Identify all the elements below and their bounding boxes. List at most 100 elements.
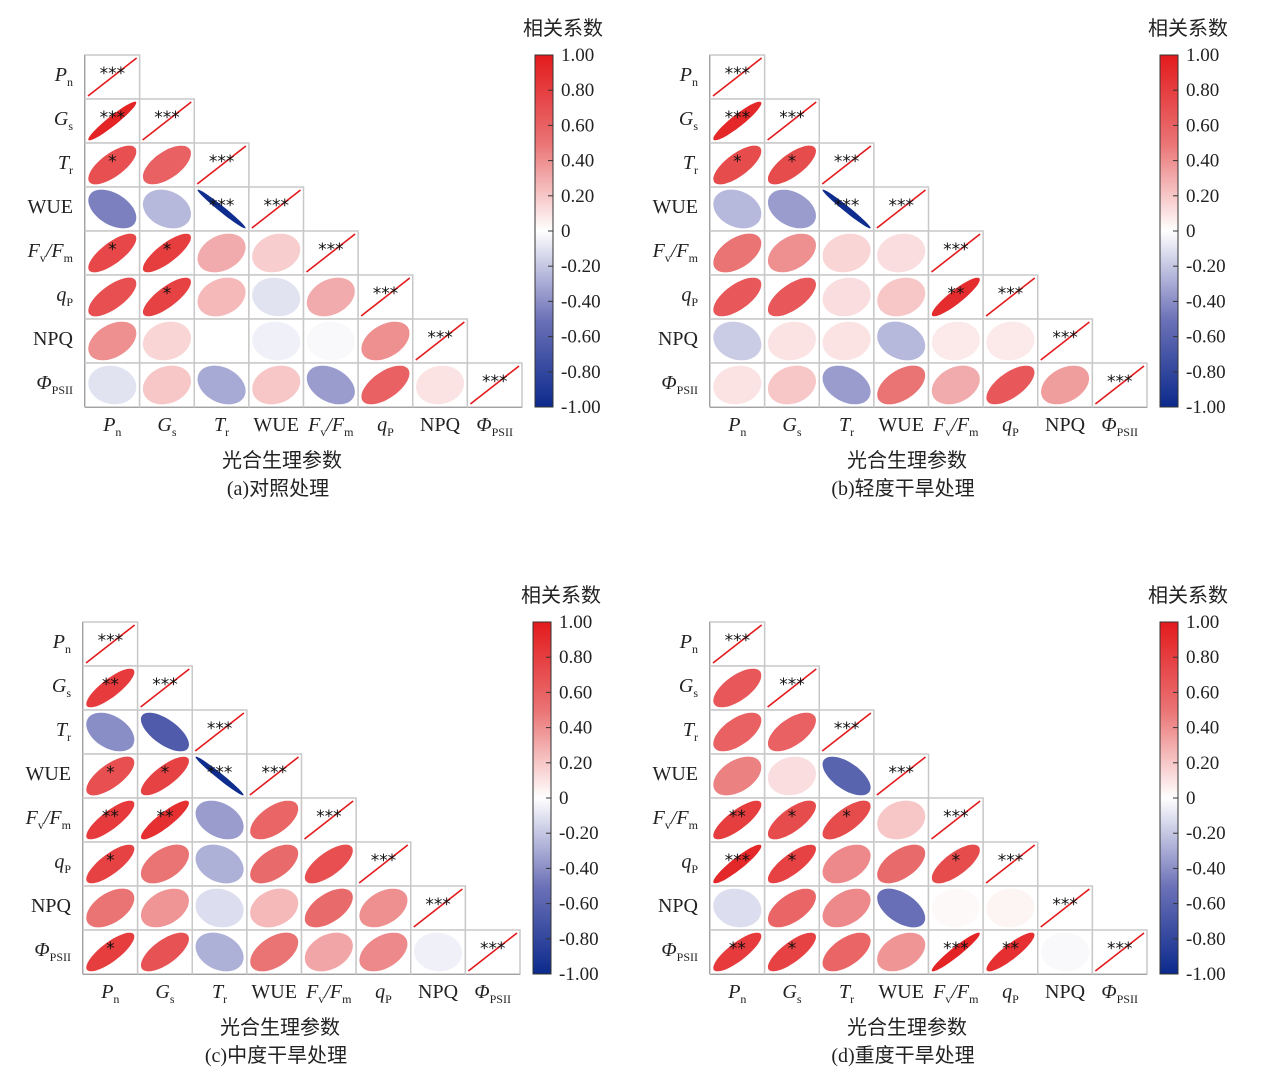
label-sub: n: [67, 75, 73, 89]
label-sub: v: [945, 425, 951, 439]
correlation-ellipse: [822, 277, 871, 317]
label-main: T: [839, 981, 852, 1003]
correlation-ellipse: [1041, 365, 1090, 405]
row-label: Tr: [58, 152, 73, 177]
correlation-ellipse: [822, 321, 871, 361]
colorbar-tick-label: -0.20: [561, 256, 601, 277]
diagonal-line: [142, 101, 192, 141]
label-sub: P: [691, 295, 698, 309]
column-label: Pn: [727, 981, 746, 1006]
correlation-ellipse: [88, 233, 137, 273]
significance-mark: *: [733, 152, 742, 172]
column-label: ΦPSII: [1101, 981, 1138, 1006]
diagonal-line: [196, 145, 247, 185]
diagonal-line: [249, 756, 299, 796]
colorbar-tick-label: -0.20: [559, 823, 599, 844]
diagonal-line: [767, 101, 817, 141]
correlation-ellipse: [86, 888, 135, 928]
x-axis-title: 光合生理参数: [220, 1016, 340, 1039]
label-main: WUE: [652, 763, 698, 785]
correlation-ellipse: [142, 321, 191, 361]
row-label: Tr: [683, 152, 698, 177]
column-label: Pn: [102, 414, 121, 439]
significance-mark: ***: [1052, 895, 1078, 915]
column-label: ΦPSII: [476, 414, 513, 439]
x-axis-title: 光合生理参数: [847, 449, 967, 472]
label-sub: m: [689, 251, 699, 265]
correlation-ellipse: [361, 365, 410, 405]
column-label: NPQ: [418, 981, 459, 1003]
label-main: /F: [950, 414, 970, 436]
correlation-ellipse: [306, 321, 355, 361]
correlation-ellipse: [142, 365, 191, 405]
correlation-ellipse: [140, 800, 189, 840]
row-label: NPQ: [31, 895, 72, 917]
correlation-ellipse: [86, 932, 135, 972]
diagonal-line: [469, 365, 520, 405]
correlation-ellipse: [767, 233, 816, 273]
row-label: NPQ: [658, 895, 699, 917]
label-main: q: [1002, 981, 1012, 1003]
correlation-ellipse: [713, 668, 762, 708]
correlation-ellipse: [822, 365, 871, 405]
label-sub: n: [65, 642, 71, 656]
correlation-ellipse: [713, 712, 762, 752]
column-label: Gs: [155, 981, 174, 1006]
colorbar-tick-label: -0.80: [559, 929, 599, 950]
correlation-ellipse: [713, 756, 762, 796]
label-main: q: [375, 981, 385, 1003]
column-label: qP: [375, 981, 392, 1006]
label-sub: m: [64, 251, 74, 265]
row-label: WUE: [27, 196, 73, 218]
colorbar-tick-label: -0.40: [1186, 858, 1226, 879]
row-label: Fv/Fm: [25, 807, 72, 832]
row-label: NPQ: [658, 328, 699, 350]
label-main: P: [102, 414, 115, 436]
significance-mark: ***: [209, 196, 235, 216]
correlation-ellipse: [306, 277, 355, 317]
label-sub: P: [66, 295, 73, 309]
row-label: qP: [54, 851, 71, 876]
label-sub: s: [68, 119, 73, 133]
correlation-ellipse: [197, 189, 246, 229]
diagonal-line: [876, 189, 926, 229]
diagonal-line: [1040, 888, 1090, 928]
correlation-ellipse: [140, 932, 189, 972]
label-main: G: [52, 675, 67, 697]
colorbar-tick-label: -1.00: [1186, 964, 1226, 985]
column-label: Fv/Fm: [305, 981, 352, 1006]
significance-mark: ***: [834, 196, 860, 216]
significance-mark: ***: [943, 807, 969, 827]
significance-mark: *: [106, 851, 115, 871]
column-label: NPQ: [420, 414, 461, 436]
significance-mark: ***: [154, 108, 180, 128]
label-main: F: [932, 414, 946, 436]
label-sub: r: [850, 425, 854, 439]
column-label: WUE: [878, 981, 924, 1003]
significance-mark: *: [952, 851, 961, 871]
column-label: Gs: [782, 414, 801, 439]
correlation-ellipse: [142, 277, 191, 317]
colorbar-tick-label: 0.20: [561, 186, 594, 207]
label-sub: m: [689, 818, 699, 832]
diagonal-line: [712, 624, 763, 664]
significance-mark: **: [1002, 939, 1019, 959]
correlation-ellipse: [713, 844, 762, 884]
correlation-ellipse: [197, 365, 246, 405]
colorbar-tick-label: 0.40: [561, 151, 594, 172]
column-label: Tr: [212, 981, 227, 1006]
correlation-ellipse: [250, 932, 299, 972]
correlation-ellipse: [252, 233, 301, 273]
correlation-ellipse: [877, 277, 926, 317]
row-label: qP: [56, 284, 73, 309]
label-sub: m: [969, 992, 979, 1006]
label-main: q: [377, 414, 387, 436]
significance-mark: **: [729, 939, 746, 959]
label-main: T: [683, 152, 696, 174]
correlation-ellipse: [822, 233, 871, 273]
label-sub: s: [693, 119, 698, 133]
diagonal-line: [1040, 321, 1090, 361]
row-label: Gs: [54, 108, 73, 133]
